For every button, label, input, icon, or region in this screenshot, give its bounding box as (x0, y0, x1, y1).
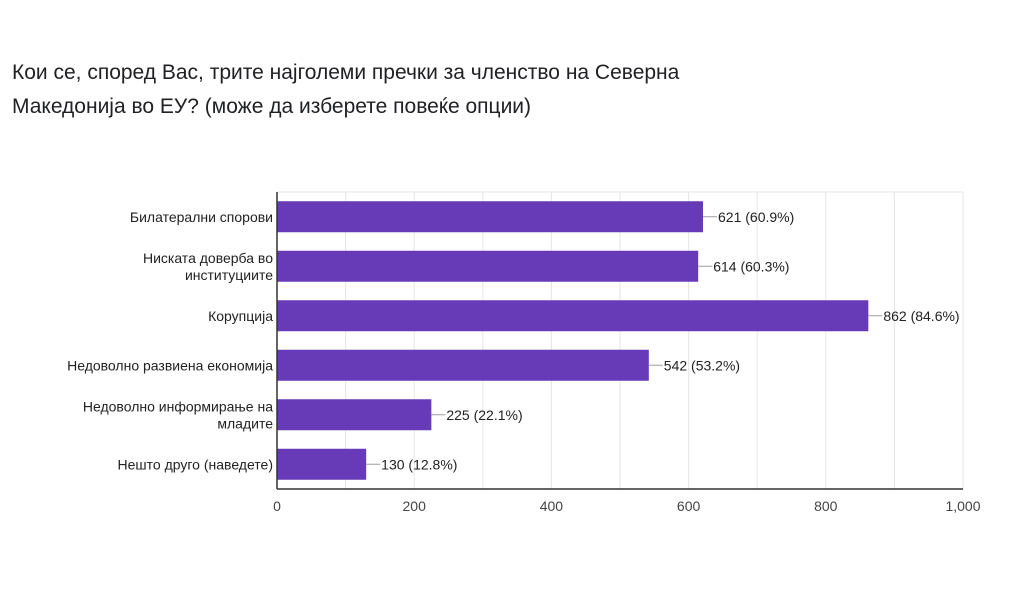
category-label-line: Билатерални спорови (130, 209, 273, 225)
bar (277, 300, 869, 332)
bar (277, 250, 699, 282)
bar (277, 448, 367, 480)
category-label: Недоволно развиена економија (67, 357, 273, 373)
category-label-line: Нешто друго (наведете) (118, 456, 273, 472)
x-tick-label: 200 (403, 498, 427, 514)
category-label: Нешто друго (наведете) (118, 456, 273, 472)
axes (276, 192, 963, 490)
x-tick-label: 400 (540, 498, 564, 514)
x-tick-label: 800 (814, 498, 838, 514)
category-label-line: младите (217, 415, 273, 431)
category-label-line: Недоволно информирање на (83, 398, 273, 414)
category-label: Ниската доверба во институциите (143, 250, 273, 283)
category-label-line: Корупција (208, 308, 273, 324)
data-label: 130 (12.8%) (381, 456, 457, 472)
x-tick-label: 600 (677, 498, 701, 514)
x-tick-label: 1,000 (945, 498, 980, 514)
category-label: Корупција (208, 308, 273, 324)
data-label: 542 (53.2%) (664, 357, 740, 373)
x-tick-label: 0 (273, 498, 281, 514)
category-label-line: Недоволно развиена економија (67, 357, 273, 373)
data-label: 225 (22.1%) (446, 407, 522, 423)
data-label: 862 (84.6%) (883, 308, 959, 324)
labels: 621 (60.9%) Билатерални спорови 614 (60.3%… (67, 209, 981, 514)
chart-title-line-1: Кои се, според Вас, трите најголеми преч… (12, 61, 680, 84)
data-label: 621 (60.9%) (718, 209, 794, 225)
category-label: Недоволно информирање на младите (83, 398, 273, 431)
category-label: Билатерални спорови (130, 209, 273, 225)
bar (277, 349, 649, 381)
chart-title-line-2: Македонија во ЕУ? (може да изберете пове… (12, 95, 532, 118)
bar (277, 399, 432, 431)
bar (277, 201, 704, 233)
grid-lines (276, 191, 964, 489)
chart-title: Кои се, според Вас, трите најголеми преч… (12, 56, 912, 124)
data-label: 614 (60.3%) (713, 258, 789, 274)
bars (277, 201, 883, 480)
category-label-line: институциите (185, 267, 273, 283)
category-label-line: Ниската доверба во (143, 250, 273, 266)
